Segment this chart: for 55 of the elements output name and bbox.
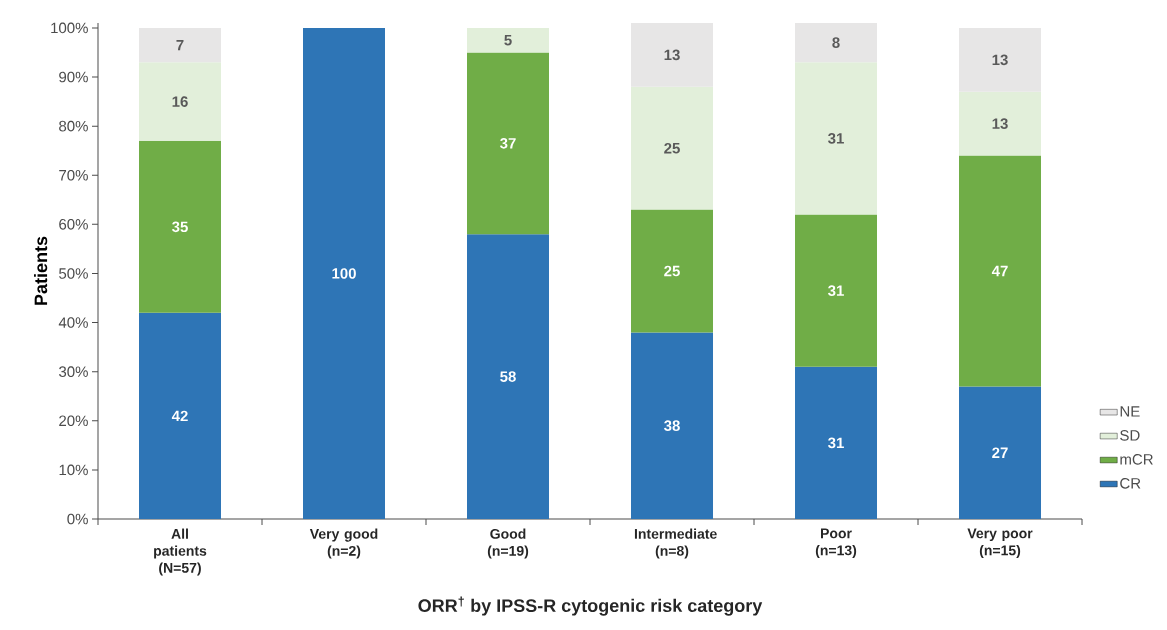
- x-tick-label: Good (n=19): [487, 528, 529, 559]
- data-label: 31: [828, 285, 844, 296]
- x-tick-label: Very good (n=2): [309, 528, 378, 559]
- data-label: 31: [828, 133, 844, 144]
- x-tick-label: Intermediate (n=8): [634, 528, 717, 559]
- bar: [795, 214, 878, 367]
- y-tick-label: 30%: [59, 366, 88, 377]
- data-label: 27: [992, 447, 1008, 458]
- bar: [467, 27, 549, 53]
- data-label: 58: [500, 371, 516, 382]
- data-label: 42: [171, 410, 188, 422]
- y-tick-label: 0%: [67, 513, 88, 525]
- x-tick-label: All patients (N=57): [154, 528, 207, 576]
- data-label: 13: [664, 49, 680, 61]
- data-label: 37: [500, 137, 516, 149]
- bar: [303, 27, 385, 519]
- x-axis-title: ORR$^{†}$ by IPSS-R cytogenic risk category: [418, 596, 763, 616]
- x-tick-label: Very poor (n=15): [967, 528, 1033, 559]
- legend-label: SD: [1120, 430, 1140, 441]
- y-axis-title: Patients: [34, 236, 48, 305]
- data-label: 47: [991, 265, 1008, 277]
- y-tick-label: 50%: [59, 268, 88, 279]
- bar: [139, 140, 221, 313]
- legend-label: mCR: [1120, 454, 1153, 465]
- bar: [631, 209, 714, 333]
- data-label: 100: [332, 268, 356, 279]
- bar: [959, 386, 1042, 519]
- y-tick-label: 20%: [59, 415, 88, 427]
- bar: [139, 312, 221, 519]
- y-tick-label: 100%: [51, 22, 88, 34]
- data-label: 13: [992, 118, 1008, 129]
- data-label: 31: [828, 437, 844, 449]
- bar: [959, 155, 1042, 387]
- data-label: 38: [664, 420, 680, 432]
- y-tick-label: 40%: [58, 317, 88, 328]
- data-label: 25: [664, 265, 680, 277]
- y-tick-label: 60%: [59, 219, 88, 230]
- data-label: 7: [176, 39, 184, 51]
- y-tick-label: 80%: [59, 120, 88, 132]
- bar: [467, 234, 549, 519]
- y-tick-label: 10%: [59, 464, 88, 476]
- data-label: 5: [504, 34, 512, 46]
- legend-label: CR: [1120, 478, 1141, 489]
- data-label: 35: [172, 221, 188, 233]
- data-label: 25: [664, 142, 680, 154]
- data-label: 8: [832, 37, 840, 48]
- y-tick-label: 90%: [59, 71, 88, 83]
- y-tick-label: 70%: [59, 169, 88, 181]
- bar: [631, 332, 714, 519]
- x-tick-label: Poor (n=13): [815, 528, 857, 559]
- data-label: 13: [992, 54, 1008, 66]
- bar: [795, 366, 878, 519]
- bar: [467, 52, 549, 235]
- data-label: 16: [172, 96, 188, 107]
- legend-label: NE: [1120, 406, 1140, 417]
